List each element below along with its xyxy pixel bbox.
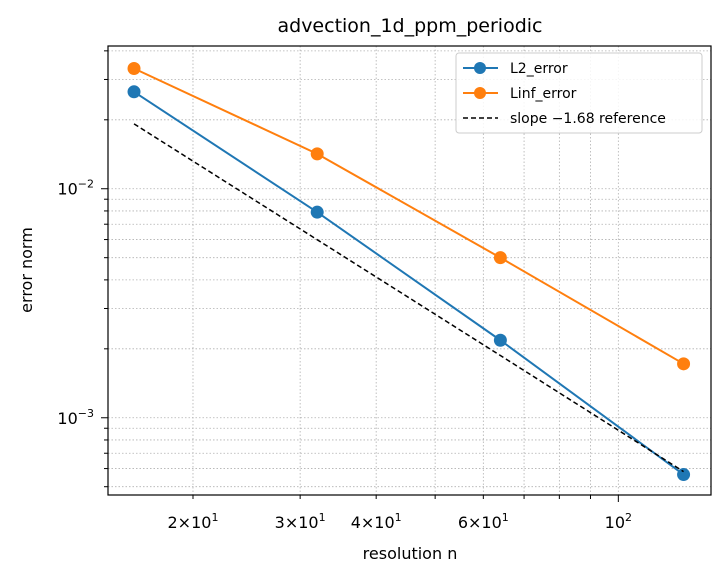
legend-linf-label: Linf_error xyxy=(510,86,577,102)
legend-l2-label: L2_error xyxy=(510,61,568,77)
data-point-1 xyxy=(310,147,324,161)
x-tick-label: 2×101 xyxy=(168,511,219,532)
legend: L2_error Linf_error slope −1.68 referenc… xyxy=(455,52,703,134)
data-point-1 xyxy=(677,357,691,371)
data-point-0 xyxy=(493,333,507,347)
grid xyxy=(108,46,711,495)
x-tick-label: 102 xyxy=(605,511,632,532)
data-point-0 xyxy=(127,85,141,99)
series-layer xyxy=(127,61,691,482)
series-line-1 xyxy=(133,67,685,365)
y-tick-label: 10−2 xyxy=(57,178,94,199)
x-tick-label: 4×101 xyxy=(351,511,402,532)
x-tick-label: 6×101 xyxy=(458,511,509,532)
data-point-0 xyxy=(677,468,691,482)
y-axis-label: error norm xyxy=(17,227,36,313)
y-tick-label: 10−3 xyxy=(57,407,94,428)
series-line-0 xyxy=(133,90,685,476)
legend-linf-marker xyxy=(474,87,486,99)
data-point-1 xyxy=(493,251,507,265)
data-point-1 xyxy=(127,61,141,75)
axes-frame xyxy=(107,45,712,496)
x-tick-label: 3×101 xyxy=(275,511,326,532)
series-line-2 xyxy=(133,123,684,473)
ticks: 2×101 3×101 4×101 6×101 102 10−2 10−3 xyxy=(57,50,632,532)
legend-l2-marker xyxy=(474,62,486,74)
x-axis-label: resolution n xyxy=(363,544,458,563)
legend-box xyxy=(455,52,703,134)
legend-ref-label: slope −1.68 reference xyxy=(510,111,666,127)
chart-title: advection_1d_ppm_periodic xyxy=(277,15,542,37)
data-point-0 xyxy=(310,205,324,219)
